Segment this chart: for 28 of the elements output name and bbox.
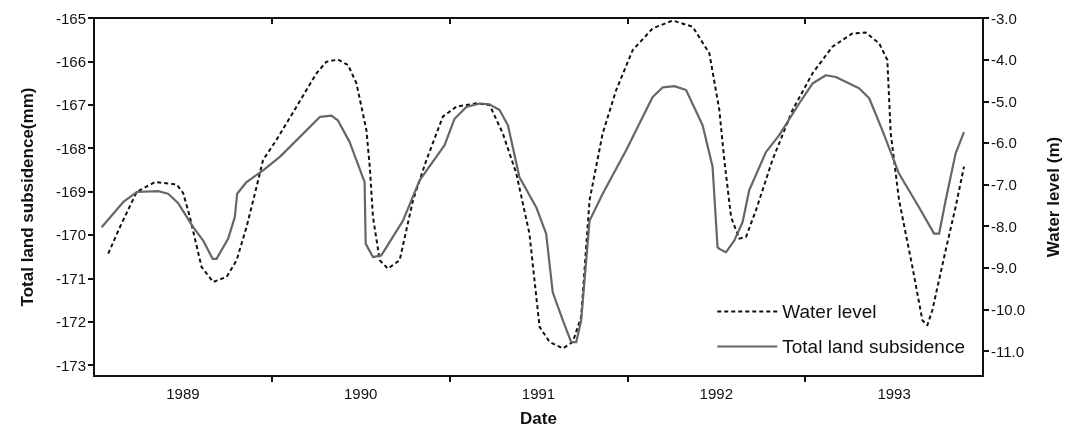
x-tick-label: 1993 [877,385,911,402]
y2-axis-title: Water level (m) [1044,136,1063,258]
y2-tick-label: -11.0 [991,342,1025,360]
x-tick-label: 1989 [166,385,200,402]
y2-tick-label: -7.0 [991,176,1017,194]
y2-tick-label: -9.0 [991,259,1017,277]
x-axis-title: Date [520,409,557,428]
x-tick-label: 1991 [521,385,556,402]
y-tick-label: -168 [55,139,86,157]
y-tick-label: -170 [55,226,86,244]
y-tick-label: -172 [55,313,86,331]
y2-tick-label: -5.0 [991,92,1017,110]
y-tick-label: -169 [55,183,86,201]
y2-tick-label: -4.0 [991,51,1017,69]
legend-label: Total land subsidence [782,336,966,357]
y-tick-label: -167 [55,96,86,114]
y2-tick-label: -3.0 [991,9,1017,27]
y2-tick-label: -8.0 [991,217,1017,235]
y-tick-label: -173 [55,356,86,374]
y-tick-label: -165 [55,9,86,27]
y-tick-label: -171 [55,269,86,287]
y-tick-label: -166 [55,52,86,70]
x-tick-label: 1990 [344,385,378,402]
y-axis-title: Total land subsidence(mm) [18,87,37,307]
x-tick-label: 1992 [699,385,733,402]
y2-tick-label: -6.0 [991,134,1017,152]
y2-tick-label: -10.0 [991,300,1026,318]
legend-label: Water level [782,301,877,322]
